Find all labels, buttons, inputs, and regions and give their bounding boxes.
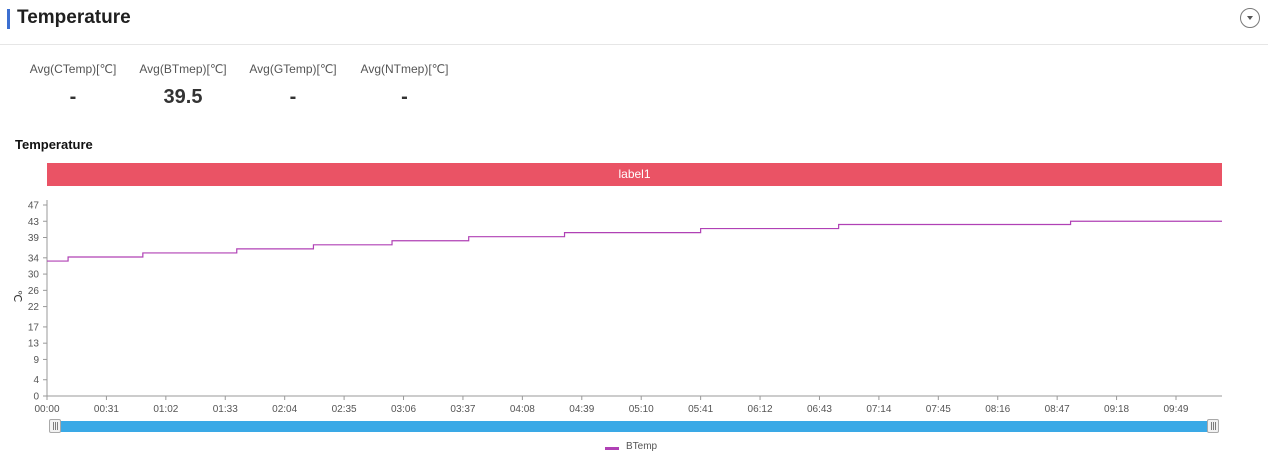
y-tick-label: 26 [28, 286, 40, 297]
legend-label: BTemp [626, 441, 658, 452]
stat-value: - [69, 86, 77, 108]
y-tick-label: 9 [33, 355, 39, 366]
x-tick-label: 01:02 [153, 404, 178, 415]
y-tick-label: 13 [28, 339, 40, 350]
stat-value: - [289, 86, 297, 108]
stat-ctemp: Avg(CTemp)[℃] - [28, 62, 118, 109]
x-tick-label: 06:43 [807, 404, 832, 415]
chevron-down-icon [1247, 16, 1253, 20]
stat-gtemp: Avg(GTemp)[℃] - [247, 62, 339, 109]
x-tick-label: 04:39 [569, 404, 594, 415]
y-tick-label: 47 [28, 201, 40, 212]
stat-btemp: Avg(BTmep)[℃] 39.5 [137, 62, 229, 109]
stat-value: 39.5 [163, 86, 203, 108]
x-tick-label: 00:31 [94, 404, 119, 415]
y-tick-label: 4 [33, 375, 39, 386]
x-tick-label: 05:41 [688, 404, 713, 415]
collapse-button[interactable] [1240, 8, 1260, 28]
x-tick-label: 03:06 [391, 404, 416, 415]
series-line-btemp [47, 220, 1222, 262]
x-tick-label: 08:47 [1045, 404, 1070, 415]
x-tick-label: 02:04 [272, 404, 297, 415]
y-tick-label: 34 [28, 253, 40, 264]
x-tick-label: 03:37 [450, 404, 475, 415]
x-tick-label: 09:49 [1163, 404, 1188, 415]
x-tick-label: 08:16 [985, 404, 1010, 415]
y-tick-label: 22 [28, 302, 40, 313]
stat-label: Avg(NTmep)[℃] [360, 62, 449, 76]
x-tick-label: 09:18 [1104, 404, 1129, 415]
y-tick-label: 30 [28, 270, 40, 281]
stat-ntemp: Avg(NTmep)[℃] - [358, 62, 451, 109]
y-tick-label: 39 [28, 233, 40, 244]
y-tick-label: 17 [28, 322, 40, 333]
stat-label: Avg(CTemp)[℃] [29, 62, 117, 76]
y-tick-label: 43 [28, 217, 40, 228]
legend-swatch [605, 447, 619, 450]
x-tick-label: 04:08 [510, 404, 535, 415]
x-tick-label: 02:35 [332, 404, 357, 415]
x-tick-label: 06:12 [748, 404, 773, 415]
stat-label: Avg(GTemp)[℃] [249, 62, 337, 76]
x-tick-label: 00:00 [34, 404, 59, 415]
zoom-slider-left-handle[interactable] [49, 419, 61, 433]
stat-value: - [401, 86, 408, 108]
label-band[interactable]: label1 [47, 163, 1222, 186]
stat-label: Avg(BTmep)[℃] [139, 62, 227, 76]
title-accent-bar [7, 9, 10, 29]
x-tick-label: 07:45 [926, 404, 951, 415]
page-title: Temperature [17, 7, 131, 28]
y-tick-label: 0 [33, 392, 39, 403]
temperature-chart[interactable]: 47 43 39 34 30 26 22 17 13 9 4 0 ℃ 00:00 00:31 01:02 01:… [0, 190, 1268, 420]
y-axis-label: ℃ [11, 290, 23, 302]
zoom-slider-right-handle[interactable] [1207, 419, 1219, 433]
x-tick-label: 01:33 [213, 404, 238, 415]
x-tick-label: 05:10 [629, 404, 654, 415]
chart-title: Temperature [15, 137, 93, 152]
x-tick-label: 07:14 [866, 404, 891, 415]
panel-header: Temperature [0, 0, 1268, 45]
zoom-slider-track[interactable] [50, 421, 1218, 432]
